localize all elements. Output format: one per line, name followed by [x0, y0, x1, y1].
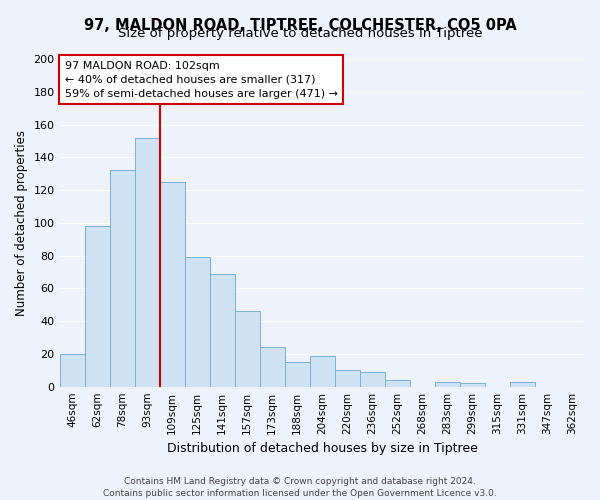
- Text: Size of property relative to detached houses in Tiptree: Size of property relative to detached ho…: [118, 28, 482, 40]
- Y-axis label: Number of detached properties: Number of detached properties: [15, 130, 28, 316]
- Bar: [235, 312, 260, 386]
- Bar: [335, 370, 360, 386]
- Text: Contains HM Land Registry data © Crown copyright and database right 2024.
Contai: Contains HM Land Registry data © Crown c…: [103, 476, 497, 498]
- Bar: [260, 348, 285, 387]
- Bar: [160, 182, 185, 386]
- Bar: [510, 382, 535, 386]
- Bar: [185, 257, 209, 386]
- Text: 97, MALDON ROAD, TIPTREE, COLCHESTER, CO5 0PA: 97, MALDON ROAD, TIPTREE, COLCHESTER, CO…: [83, 18, 517, 32]
- Bar: [110, 170, 134, 386]
- Bar: [134, 138, 160, 386]
- Text: 97 MALDON ROAD: 102sqm
← 40% of detached houses are smaller (317)
59% of semi-de: 97 MALDON ROAD: 102sqm ← 40% of detached…: [65, 60, 338, 98]
- Bar: [385, 380, 410, 386]
- Bar: [85, 226, 110, 386]
- Bar: [209, 274, 235, 386]
- Bar: [360, 372, 385, 386]
- Bar: [285, 362, 310, 386]
- Bar: [59, 354, 85, 386]
- Bar: [435, 382, 460, 386]
- Bar: [310, 356, 335, 386]
- Bar: [460, 384, 485, 386]
- X-axis label: Distribution of detached houses by size in Tiptree: Distribution of detached houses by size …: [167, 442, 478, 455]
